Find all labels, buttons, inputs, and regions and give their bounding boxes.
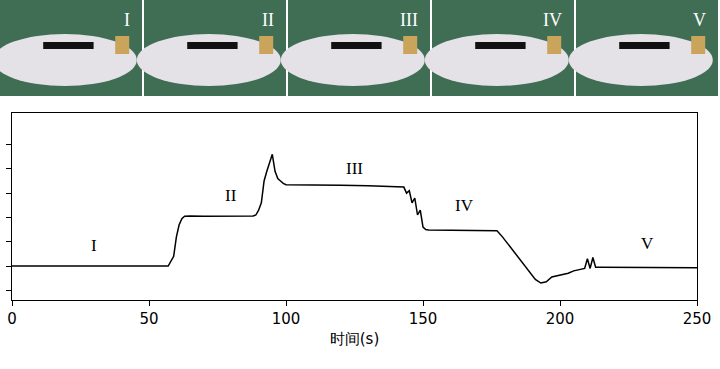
- svg-text:250: 250: [683, 310, 712, 328]
- svg-text:I: I: [91, 236, 97, 255]
- svg-text:V: V: [693, 10, 706, 30]
- svg-text:150: 150: [409, 310, 438, 328]
- svg-text:II: II: [225, 186, 237, 205]
- svg-text:III: III: [346, 159, 363, 178]
- svg-text:100: 100: [272, 310, 301, 328]
- svg-text:200: 200: [546, 310, 575, 328]
- svg-text:I: I: [124, 10, 130, 30]
- svg-text:50: 50: [139, 310, 158, 328]
- svg-text:IV: IV: [543, 10, 562, 30]
- svg-text:时间(s): 时间(s): [330, 330, 380, 348]
- svg-text:IV: IV: [455, 196, 474, 215]
- svg-text:II: II: [262, 10, 274, 30]
- svg-text:V: V: [641, 234, 654, 253]
- svg-text:0: 0: [7, 310, 17, 328]
- svg-text:III: III: [400, 10, 418, 30]
